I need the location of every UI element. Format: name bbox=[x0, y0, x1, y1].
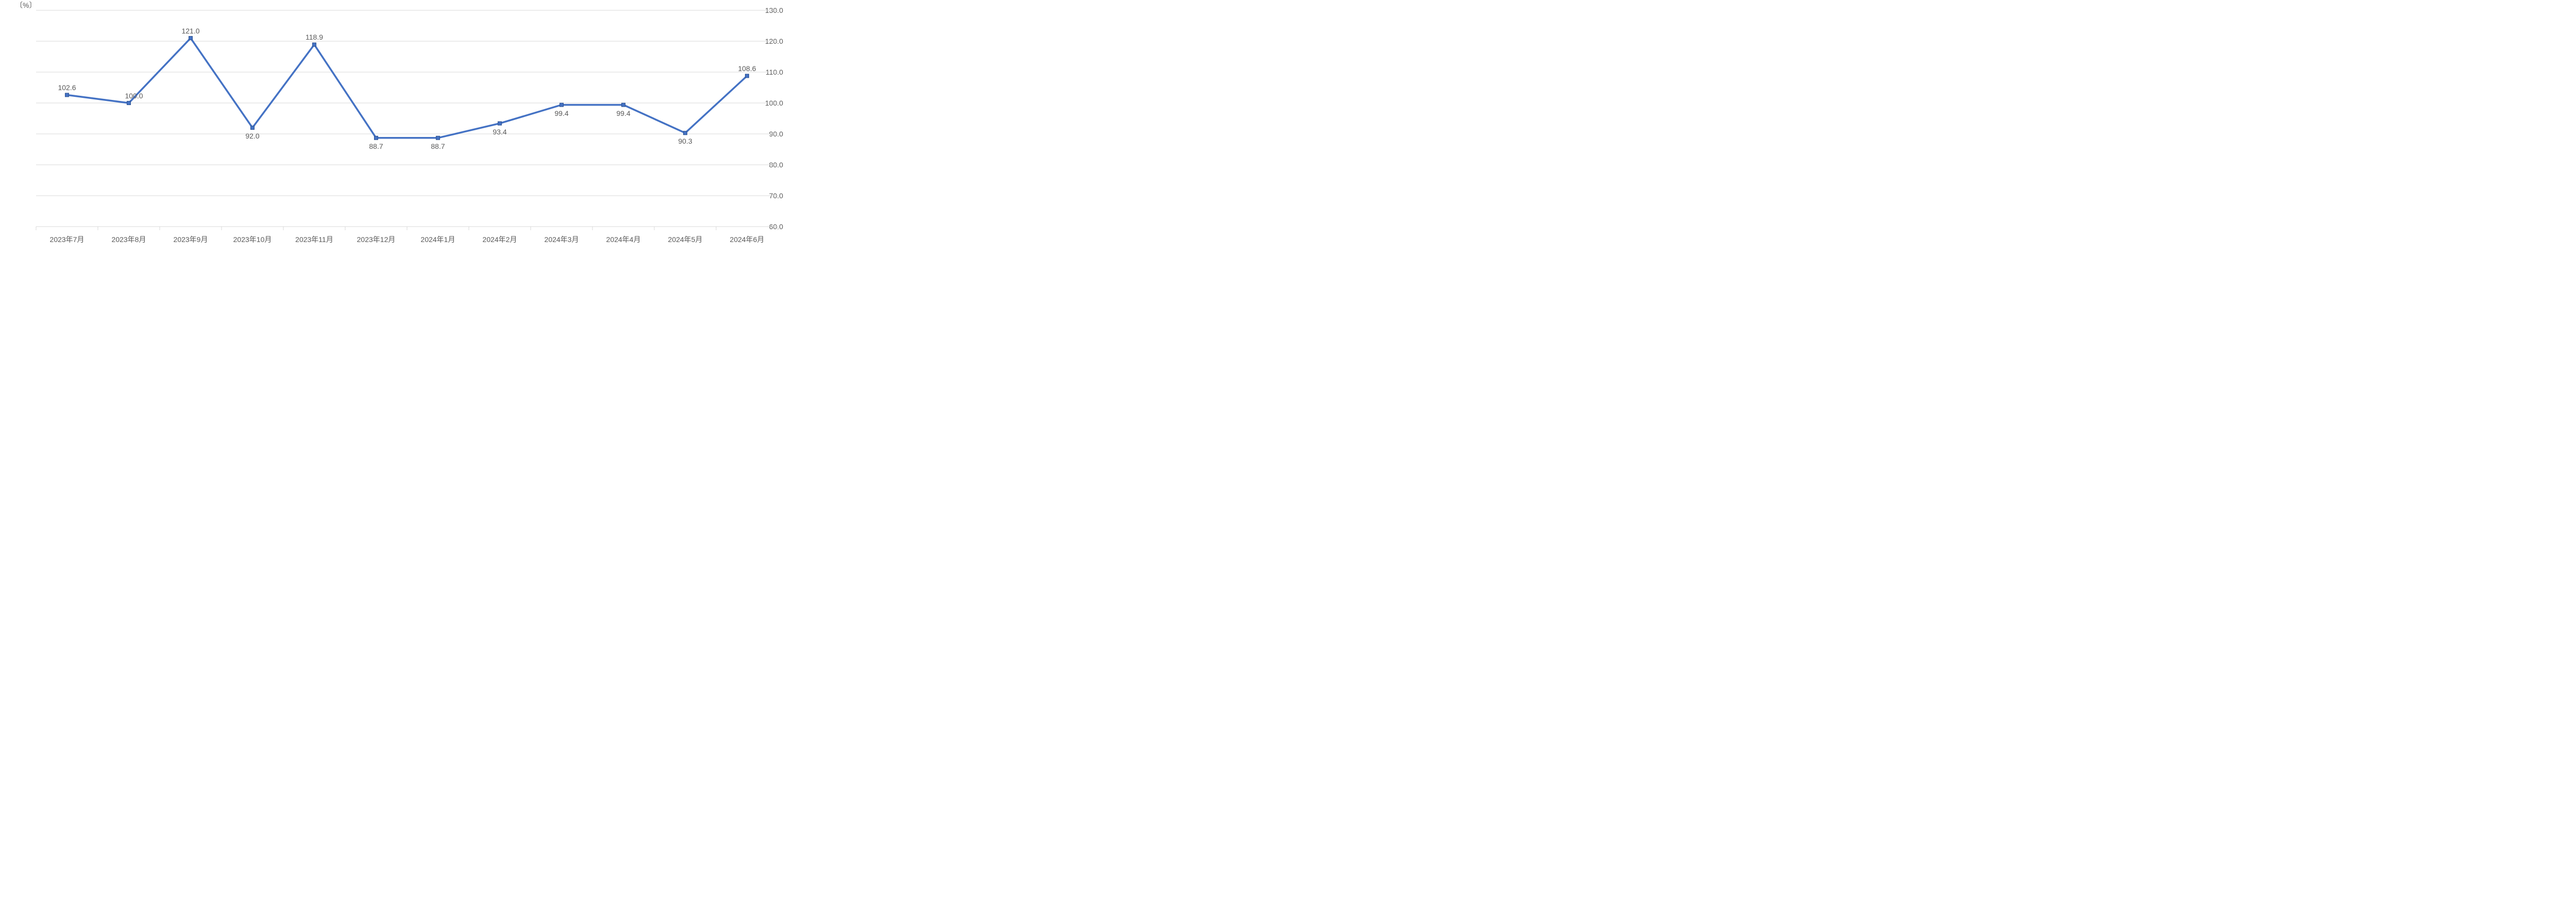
x-tick-label: 2024年3月 bbox=[545, 234, 579, 245]
data-label: 118.9 bbox=[306, 33, 323, 41]
data-label: 102.6 bbox=[58, 83, 76, 92]
data-label: 100.0 bbox=[125, 92, 143, 100]
data-marker bbox=[189, 37, 193, 40]
x-tick-label: 2023年7月 bbox=[50, 234, 84, 245]
data-line bbox=[67, 38, 747, 138]
data-label: 90.3 bbox=[678, 137, 692, 145]
data-marker bbox=[127, 101, 131, 105]
data-marker bbox=[684, 131, 687, 135]
data-label: 93.4 bbox=[493, 128, 506, 136]
data-label: 92.0 bbox=[245, 132, 259, 140]
chart-svg bbox=[0, 0, 783, 268]
data-marker bbox=[251, 126, 255, 130]
data-marker bbox=[498, 122, 502, 125]
x-tick-label: 2024年4月 bbox=[606, 234, 641, 245]
data-label: 88.7 bbox=[369, 142, 383, 150]
x-tick-label: 2023年9月 bbox=[174, 234, 208, 245]
x-tick-label: 2023年8月 bbox=[112, 234, 146, 245]
data-marker bbox=[560, 103, 564, 107]
data-label: 99.4 bbox=[616, 109, 630, 117]
x-tick-label: 2024年2月 bbox=[483, 234, 517, 245]
data-marker bbox=[313, 43, 316, 46]
x-tick-label: 2023年10月 bbox=[233, 234, 272, 245]
x-tick-label: 2024年6月 bbox=[730, 234, 765, 245]
data-label: 121.0 bbox=[181, 27, 199, 35]
data-marker bbox=[436, 136, 440, 140]
x-tick-label: 2024年5月 bbox=[668, 234, 703, 245]
data-marker bbox=[375, 136, 378, 140]
x-tick-label: 2024年1月 bbox=[421, 234, 455, 245]
data-marker bbox=[65, 93, 69, 97]
data-label: 88.7 bbox=[431, 142, 445, 150]
line-chart: 〔%〕 130.0 120.0 110.0 100.0 90.0 80.0 70… bbox=[0, 0, 783, 268]
data-label: 99.4 bbox=[554, 109, 568, 117]
data-label: 108.6 bbox=[738, 64, 756, 73]
data-marker bbox=[622, 103, 625, 107]
data-marker bbox=[745, 74, 749, 78]
x-tick-label: 2023年12月 bbox=[357, 234, 396, 245]
x-tick-label: 2023年11月 bbox=[295, 234, 333, 245]
